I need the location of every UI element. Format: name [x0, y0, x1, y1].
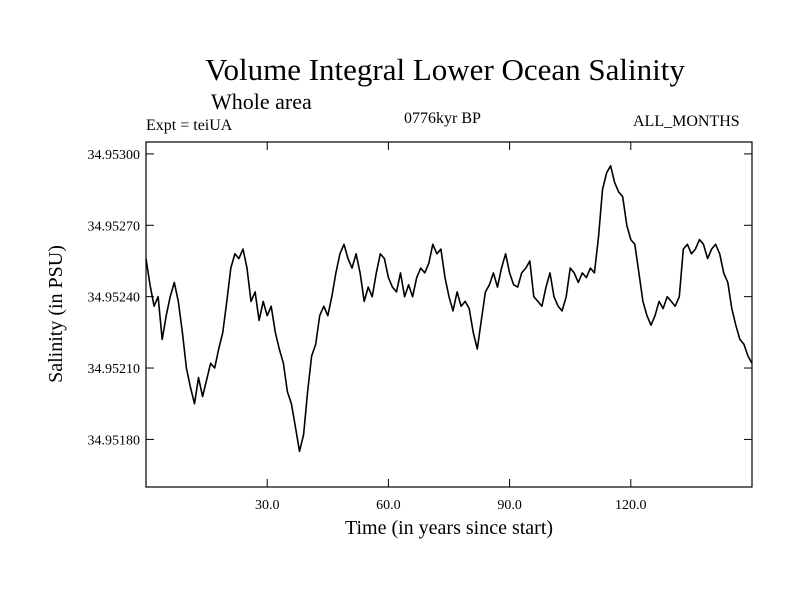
y-tick-label: 34.95300: [88, 148, 141, 163]
x-tick-label: 30.0: [255, 498, 280, 513]
chart-subtitle: Whole area: [211, 89, 312, 114]
x-tick-label: 60.0: [376, 498, 401, 513]
chart-title: Volume Integral Lower Ocean Salinity: [205, 52, 685, 87]
y-tick-label: 34.95180: [88, 433, 141, 448]
x-tick-label: 120.0: [615, 498, 647, 513]
salinity-series-line: [145, 165, 753, 453]
y-tick-label: 34.95240: [88, 291, 141, 306]
period-label: 0776kyr BP: [404, 110, 481, 127]
months-label: ALL_MONTHS: [633, 113, 740, 130]
x-axis: 30.0 60.0 90.0 120.0: [255, 142, 647, 513]
x-axis-label: Time (in years since start): [345, 517, 553, 539]
y-tick-label: 34.95270: [88, 219, 141, 234]
y-tick-label: 34.95210: [88, 362, 141, 377]
y-axis-label: Salinity (in PSU): [45, 245, 67, 383]
y-axis: 34.95180 34.95210 34.95240 34.95270 34.95300: [88, 148, 752, 448]
experiment-label: Expt = teiUA: [146, 117, 233, 134]
plot-frame: [145, 141, 753, 488]
x-tick-label: 90.0: [497, 498, 522, 513]
